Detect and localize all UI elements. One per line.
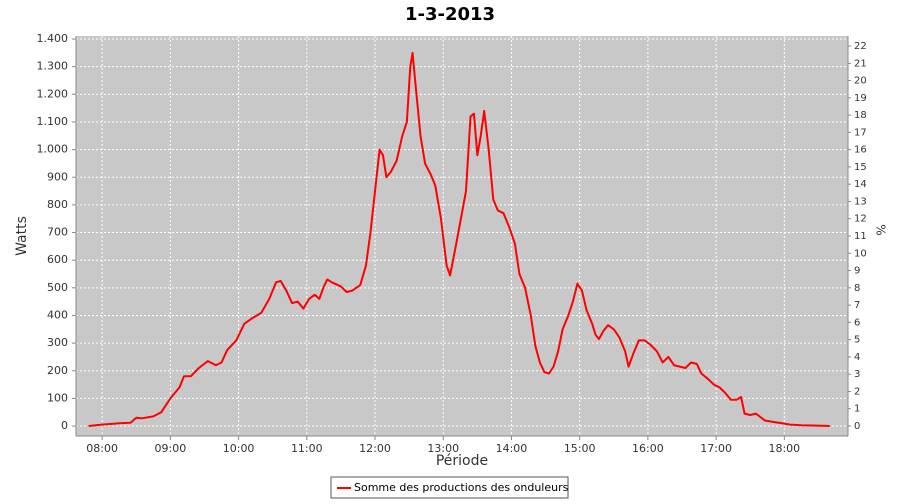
y-tick-label: 1.400: [37, 32, 69, 45]
y2-tick-label: 3: [854, 369, 860, 380]
y2-tick-label: 8: [854, 283, 860, 294]
y2-tick-label: 22: [854, 41, 867, 52]
y2-tick-label: 9: [854, 266, 860, 277]
y2-tick-label: 5: [854, 335, 860, 346]
y2-tick-label: 4: [854, 352, 860, 363]
x-tick-label: 09:00: [155, 442, 187, 455]
y2-tick-label: 13: [854, 196, 867, 207]
y2-tick-label: 16: [854, 145, 867, 156]
y-tick-label: 500: [47, 281, 68, 294]
y-axis-label: Watts: [14, 216, 30, 256]
y2-tick-label: 15: [854, 162, 867, 173]
y2-tick-label: 11: [854, 231, 867, 242]
y-tick-label: 400: [47, 308, 68, 321]
x-tick-label: 16:00: [632, 442, 664, 455]
y-tick-label: 200: [47, 364, 68, 377]
x-tick-label: 11:00: [291, 442, 323, 455]
x-tick-label: 13:00: [427, 442, 459, 455]
y2-tick-label: 20: [854, 76, 867, 87]
y-tick-label: 1.100: [37, 115, 69, 128]
x-tick-label: 18:00: [768, 442, 800, 455]
y2-tick-label: 14: [854, 179, 867, 190]
y2-tick-label: 19: [854, 93, 867, 104]
y2-tick-label: 0: [854, 421, 860, 432]
y-tick-label: 1.300: [37, 60, 69, 73]
y2-tick-label: 17: [854, 127, 867, 138]
y-tick-label: 800: [47, 198, 68, 211]
y-tick-label: 900: [47, 170, 68, 183]
chart-title: 1-3-2013: [405, 4, 495, 25]
y-tick-label: 600: [47, 253, 68, 266]
y2-tick-label: 18: [854, 110, 867, 121]
plot-area: [76, 36, 848, 436]
x-axis-label: Période: [436, 453, 488, 469]
y-tick-label: 100: [47, 391, 68, 404]
line-series: [88, 51, 830, 428]
y-tick-label: 700: [47, 226, 68, 239]
x-tick-label: 17:00: [700, 442, 732, 455]
x-tick-label: 08:00: [86, 442, 118, 455]
x-tick-label: 12:00: [359, 442, 391, 455]
y2-axis-label: %: [874, 224, 888, 235]
y2-tick-label: 21: [854, 58, 867, 69]
x-tick-label: 14:00: [496, 442, 528, 455]
x-tick-label: 15:00: [564, 442, 596, 455]
y2-tick-label: 6: [854, 317, 860, 328]
legend-label: Somme des productions des onduleurs: [354, 481, 569, 494]
y2-tick-label: 7: [854, 300, 860, 311]
y2-tick-label: 12: [854, 214, 867, 225]
y2-tick-label: 2: [854, 386, 860, 397]
x-tick-label: 10:00: [223, 442, 255, 455]
y-tick-label: 300: [47, 336, 68, 349]
y-tick-label: 0: [61, 419, 68, 432]
y2-tick-label: 1: [854, 404, 860, 415]
y-tick-label: 1.200: [37, 87, 69, 100]
y-tick-label: 1.000: [37, 143, 69, 156]
y2-tick-label: 10: [854, 248, 867, 259]
legend-box: [330, 476, 569, 499]
